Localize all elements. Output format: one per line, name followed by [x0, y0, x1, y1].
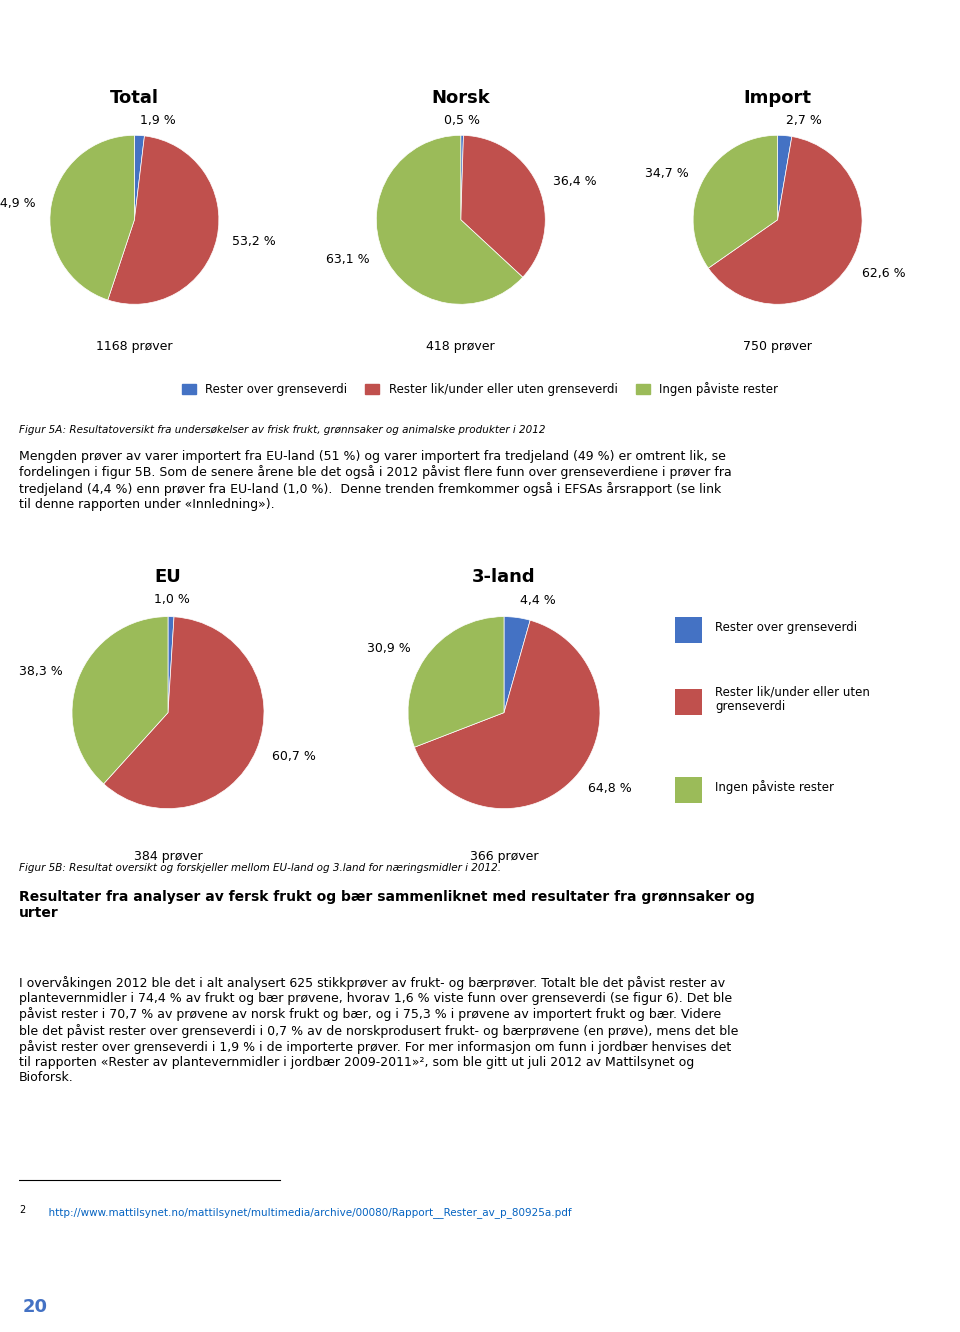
Text: 366 prøver: 366 prøver	[469, 850, 539, 863]
Wedge shape	[408, 617, 504, 747]
Legend: Rester over grenseverdi, Rester lik/under eller uten grenseverdi, Ingen påviste : Rester over grenseverdi, Rester lik/unde…	[181, 382, 779, 396]
Wedge shape	[108, 136, 219, 304]
Text: 1168 prøver: 1168 prøver	[96, 340, 173, 353]
Text: 1,9 %: 1,9 %	[140, 113, 176, 127]
Text: 38,3 %: 38,3 %	[18, 666, 62, 678]
Text: I overvåkingen 2012 ble det i alt analysert 625 stikkprøver av frukt- og bærprøv: I overvåkingen 2012 ble det i alt analys…	[19, 976, 738, 1084]
Text: 418 prøver: 418 prøver	[426, 340, 495, 353]
Text: 750 prøver: 750 prøver	[743, 340, 812, 353]
Text: Rester over grenseverdi: Rester over grenseverdi	[715, 621, 857, 634]
Text: 0,5 %: 0,5 %	[444, 113, 480, 127]
Text: 63,1 %: 63,1 %	[325, 253, 370, 266]
Text: Ingen påviste rester: Ingen påviste rester	[715, 781, 834, 794]
Wedge shape	[778, 136, 792, 220]
Text: 34,7 %: 34,7 %	[645, 168, 689, 180]
Wedge shape	[134, 136, 144, 220]
Text: Figur 5A: Resultatoversikt fra undersøkelser av frisk frukt, grønnsaker og anima: Figur 5A: Resultatoversikt fra undersøke…	[19, 425, 545, 436]
Wedge shape	[168, 617, 174, 713]
Title: Total: Total	[109, 89, 159, 107]
Title: 3-land: 3-land	[472, 567, 536, 586]
Text: 62,6 %: 62,6 %	[862, 266, 905, 280]
Text: Mattilsynet Bioforsk - Rester av plantevernmidler i næringsmidler 2012: Mattilsynet Bioforsk - Rester av plantev…	[77, 1300, 523, 1313]
Title: Norsk: Norsk	[431, 89, 491, 107]
Text: 20: 20	[23, 1297, 48, 1316]
Wedge shape	[461, 136, 545, 277]
Text: http://www.mattilsynet.no/mattilsynet/multimedia/archive/00080/Rapport__Rester_a: http://www.mattilsynet.no/mattilsynet/mu…	[42, 1207, 572, 1217]
Wedge shape	[50, 136, 134, 300]
Text: 64,8 %: 64,8 %	[588, 782, 632, 795]
Text: Rester lik/under eller uten
grenseverdi: Rester lik/under eller uten grenseverdi	[715, 685, 870, 714]
Wedge shape	[104, 617, 264, 809]
Text: 36,4 %: 36,4 %	[553, 174, 596, 188]
Text: Mengden prøver av varer importert fra EU-land (51 %) og varer importert fra tred: Mengden prøver av varer importert fra EU…	[19, 450, 732, 510]
Text: 44,9 %: 44,9 %	[0, 197, 36, 210]
FancyBboxPatch shape	[675, 689, 702, 715]
Text: 30,9 %: 30,9 %	[367, 642, 411, 655]
Wedge shape	[376, 136, 523, 304]
Text: 2: 2	[19, 1205, 26, 1216]
FancyBboxPatch shape	[10, 1287, 62, 1327]
Text: 384 prøver: 384 prøver	[133, 850, 203, 863]
Text: 1,0 %: 1,0 %	[154, 593, 189, 606]
Title: Import: Import	[744, 89, 811, 107]
Wedge shape	[461, 136, 464, 220]
Wedge shape	[504, 617, 530, 713]
Text: 53,2 %: 53,2 %	[231, 234, 276, 248]
Text: Figur 5B: Resultat oversikt og forskjeller mellom EU-land og 3.land for næringsm: Figur 5B: Resultat oversikt og forskjell…	[19, 863, 501, 874]
Wedge shape	[693, 136, 778, 268]
Wedge shape	[708, 136, 862, 304]
FancyBboxPatch shape	[675, 617, 702, 643]
FancyBboxPatch shape	[675, 777, 702, 803]
Title: EU: EU	[155, 567, 181, 586]
Text: 2,7 %: 2,7 %	[786, 115, 822, 127]
Text: 4,4 %: 4,4 %	[519, 594, 555, 607]
Text: 60,7 %: 60,7 %	[273, 750, 316, 763]
Wedge shape	[72, 617, 168, 783]
Wedge shape	[415, 621, 600, 809]
Text: Resultater fra analyser av fersk frukt og bær sammenliknet med resultater fra gr: Resultater fra analyser av fersk frukt o…	[19, 890, 755, 920]
